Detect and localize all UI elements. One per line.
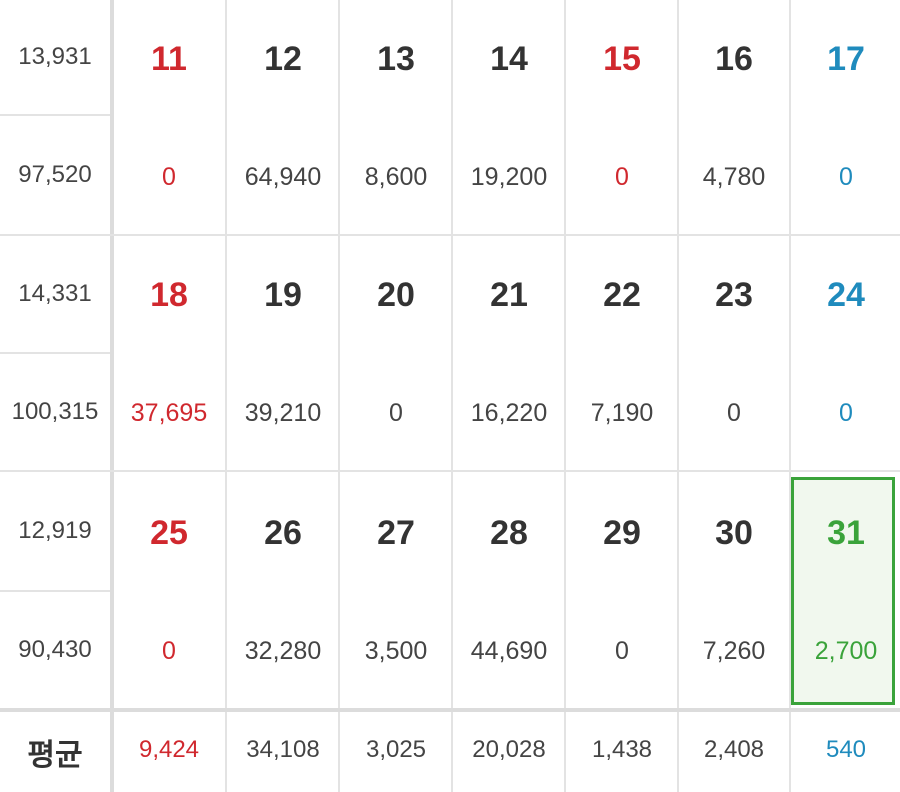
day-value: 39,210 bbox=[244, 398, 322, 427]
day-number: 22 bbox=[603, 275, 641, 314]
day-cell[interactable]: 17 0 bbox=[790, 0, 900, 236]
grid-line bbox=[225, 0, 227, 792]
week-total-amount: 90,430 bbox=[18, 636, 92, 663]
average-value: 9,424 bbox=[138, 736, 200, 763]
day-cell[interactable]: 11 0 bbox=[113, 0, 225, 236]
grid-line bbox=[789, 0, 791, 792]
grid-line bbox=[338, 0, 340, 792]
day-cell[interactable]: 13 8,600 bbox=[340, 0, 452, 236]
day-value: 4,780 bbox=[702, 162, 766, 191]
average-label: 평균 bbox=[27, 739, 83, 772]
day-number: 30 bbox=[715, 513, 753, 552]
day-number: 14 bbox=[490, 39, 528, 78]
day-value: 0 bbox=[839, 398, 853, 427]
day-value: 16,220 bbox=[470, 398, 548, 427]
day-number: 23 bbox=[715, 275, 753, 314]
day-number: 28 bbox=[490, 513, 528, 552]
day-value: 0 bbox=[162, 636, 176, 665]
day-cell[interactable]: 27 3,500 bbox=[340, 474, 452, 710]
day-cell[interactable]: 22 7,190 bbox=[566, 236, 678, 472]
day-number: 17 bbox=[827, 39, 865, 78]
week-total-count: 12,919 bbox=[18, 517, 92, 544]
day-value: 0 bbox=[389, 398, 403, 427]
day-value: 3,500 bbox=[364, 636, 428, 665]
grid-line bbox=[0, 234, 900, 236]
day-number: 27 bbox=[377, 513, 415, 552]
day-number: 13 bbox=[377, 39, 415, 78]
day-number: 21 bbox=[490, 275, 528, 314]
grid-line bbox=[451, 0, 453, 792]
day-number: 16 bbox=[715, 39, 753, 78]
day-value: 0 bbox=[727, 398, 741, 427]
week-total-amount: 100,315 bbox=[11, 398, 99, 425]
grid-line bbox=[677, 0, 679, 792]
grid-line bbox=[0, 590, 110, 592]
day-cell[interactable]: 29 0 bbox=[566, 474, 678, 710]
day-number: 24 bbox=[827, 275, 865, 314]
day-number: 12 bbox=[264, 39, 302, 78]
today-highlight bbox=[791, 477, 895, 705]
day-cell[interactable]: 30 7,260 bbox=[678, 474, 790, 710]
grid-line bbox=[0, 708, 900, 712]
day-cell[interactable]: 28 44,690 bbox=[453, 474, 565, 710]
week-total-count: 13,931 bbox=[18, 43, 92, 70]
day-value: 2,700 bbox=[814, 636, 878, 665]
day-value: 7,190 bbox=[590, 398, 654, 427]
day-cell[interactable]: 26 32,280 bbox=[227, 474, 339, 710]
day-value: 0 bbox=[615, 636, 629, 665]
week-total-count: 14,331 bbox=[18, 280, 92, 307]
day-cell[interactable]: 14 19,200 bbox=[453, 0, 565, 236]
day-value: 8,600 bbox=[364, 162, 428, 191]
day-value: 0 bbox=[615, 162, 629, 191]
day-number: 26 bbox=[264, 513, 302, 552]
day-value: 7,260 bbox=[702, 636, 766, 665]
day-value: 19,200 bbox=[470, 162, 548, 191]
day-cell[interactable]: 21 16,220 bbox=[453, 236, 565, 472]
grid-line bbox=[0, 114, 110, 116]
average-value: 34,108 bbox=[246, 736, 320, 763]
day-number: 20 bbox=[377, 275, 415, 314]
average-value: 3,025 bbox=[365, 736, 427, 763]
day-cell[interactable]: 12 64,940 bbox=[227, 0, 339, 236]
grid-line bbox=[110, 0, 114, 792]
day-cell-today[interactable]: 31 2,700 bbox=[790, 474, 900, 710]
day-value: 64,940 bbox=[244, 162, 322, 191]
grid-line bbox=[0, 352, 110, 354]
day-value: 44,690 bbox=[470, 636, 548, 665]
day-number: 29 bbox=[603, 513, 641, 552]
grid-line bbox=[564, 0, 566, 792]
grid-line bbox=[0, 470, 900, 472]
day-value: 0 bbox=[839, 162, 853, 191]
day-value: 37,695 bbox=[130, 398, 208, 427]
day-cell[interactable]: 25 0 bbox=[113, 474, 225, 710]
day-cell[interactable]: 19 39,210 bbox=[227, 236, 339, 472]
average-value: 20,028 bbox=[472, 736, 546, 763]
day-cell[interactable]: 24 0 bbox=[790, 236, 900, 472]
day-number: 18 bbox=[150, 275, 188, 314]
day-cell[interactable]: 16 4,780 bbox=[678, 0, 790, 236]
week-total-amount: 97,520 bbox=[18, 161, 92, 188]
day-number: 25 bbox=[150, 513, 188, 552]
day-cell[interactable]: 23 0 bbox=[678, 236, 790, 472]
average-value: 1,438 bbox=[591, 736, 653, 763]
day-number: 19 bbox=[264, 275, 302, 314]
average-value: 2,408 bbox=[703, 736, 765, 763]
day-number: 31 bbox=[827, 513, 865, 552]
day-cell[interactable]: 20 0 bbox=[340, 236, 452, 472]
day-cell[interactable]: 18 37,695 bbox=[113, 236, 225, 472]
day-value: 0 bbox=[162, 162, 176, 191]
day-value: 32,280 bbox=[244, 636, 322, 665]
day-number: 11 bbox=[151, 39, 187, 78]
day-number: 15 bbox=[603, 39, 641, 78]
average-value: 540 bbox=[825, 736, 867, 763]
day-cell[interactable]: 15 0 bbox=[566, 0, 678, 236]
